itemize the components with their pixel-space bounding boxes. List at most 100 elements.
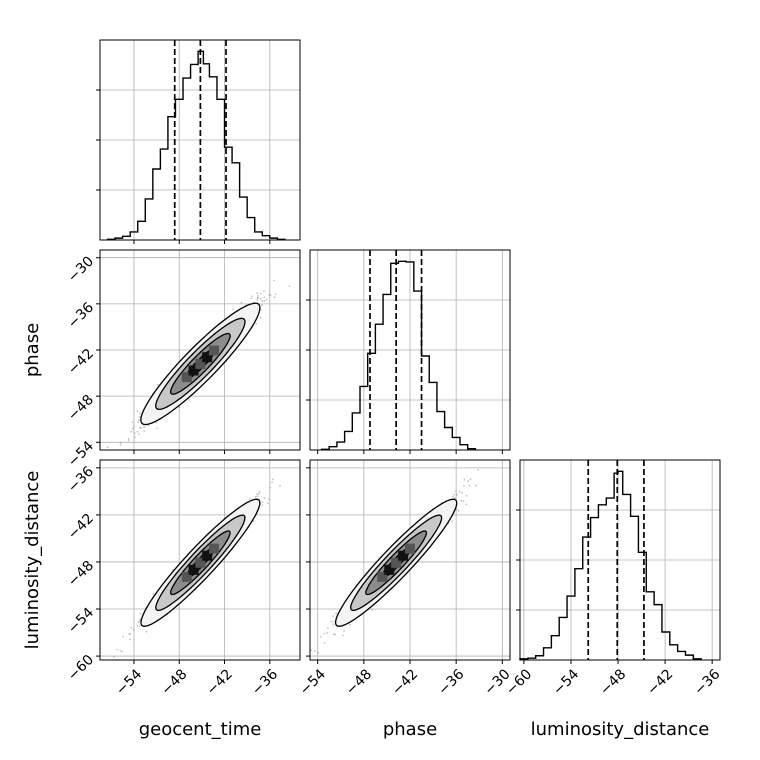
2d-panel-geocent_time-phase [96, 249, 306, 454]
density-cell [188, 564, 199, 575]
sample-point [268, 293, 270, 296]
sample-point [461, 492, 463, 494]
sample-point [132, 628, 135, 631]
density-cell [202, 550, 213, 561]
sample-point [137, 421, 140, 423]
sample-point [274, 293, 277, 296]
x-tick-label: −36 [691, 666, 723, 698]
sample-point [452, 495, 454, 498]
histogram-luminosity_distance [519, 470, 702, 660]
sample-point [303, 656, 305, 658]
density-core [377, 543, 415, 582]
sample-point [248, 498, 251, 500]
sample-point [267, 502, 269, 505]
sample-point [463, 485, 465, 487]
x-tick-label: −36 [435, 666, 467, 698]
sample-point [250, 297, 253, 300]
sample-point [130, 430, 133, 433]
density-cell [208, 543, 219, 554]
sample-point [462, 500, 465, 503]
sample-point [332, 620, 335, 623]
sample-point [256, 495, 259, 497]
histogram-geocent_time [106, 50, 286, 241]
sample-point [468, 484, 471, 487]
sample-point [268, 498, 270, 501]
sample-point [256, 299, 259, 301]
sample-point [269, 486, 272, 489]
histogram-phase [320, 260, 477, 451]
sample-point [265, 298, 268, 301]
sample-point [156, 383, 159, 386]
sample-point [304, 267, 306, 269]
sample-point [458, 491, 461, 493]
density-cell [391, 557, 402, 568]
sample-point [256, 292, 259, 295]
sample-point [332, 623, 334, 626]
sample-point [232, 308, 235, 311]
sample-point [273, 296, 276, 299]
sample-point [138, 416, 141, 418]
density-cell [188, 365, 199, 376]
x-tick-label: −54 [297, 666, 329, 698]
sample-point [307, 661, 309, 663]
sample-point [271, 481, 273, 484]
sample-point [252, 520, 255, 523]
x-tick-label: −36 [249, 666, 281, 698]
y-tick-label: −60 [65, 652, 97, 684]
panel-frame [309, 459, 511, 661]
2d-panel-geocent_time-luminosity_distance [96, 459, 301, 664]
panel-frame [99, 249, 301, 451]
sample-point [119, 444, 122, 446]
hist-panel-geocent_time [96, 39, 301, 244]
sample-point [261, 504, 264, 507]
sample-point [333, 633, 335, 636]
sample-point [259, 317, 262, 319]
sample-point [273, 279, 275, 282]
sample-point [145, 630, 148, 633]
y-tick-label: −36 [65, 464, 97, 496]
sample-point [122, 635, 125, 638]
y-tick-label: −54 [65, 438, 97, 470]
sample-point [187, 398, 190, 401]
sample-point [475, 484, 478, 487]
sample-point [131, 421, 134, 423]
sample-point [139, 612, 142, 615]
sample-point [134, 436, 136, 439]
sample-point [465, 494, 468, 497]
sample-point [132, 425, 135, 428]
density-cell [377, 571, 388, 582]
x-axis-label-geocent_time: geocent_time [139, 719, 262, 740]
sample-point [279, 484, 281, 487]
sample-point [371, 609, 373, 611]
density-cell [195, 557, 206, 568]
sample-point [138, 621, 140, 623]
panel-frame [309, 249, 511, 451]
panel-frame [519, 459, 721, 661]
sample-point [323, 632, 326, 635]
sample-point [460, 499, 463, 502]
x-tick-label: −48 [158, 666, 190, 698]
sample-point [138, 625, 141, 627]
sample-point [269, 294, 272, 297]
sample-point [120, 442, 122, 444]
sample-point [258, 490, 261, 493]
sample-point [260, 308, 262, 311]
x-axis-label-luminosity_distance: luminosity_distance [531, 719, 710, 740]
sample-point [137, 621, 140, 623]
sample-point [272, 478, 274, 481]
sample-point [453, 494, 455, 496]
sample-point [133, 432, 136, 435]
sample-point [326, 632, 329, 634]
sample-point [138, 412, 141, 415]
x-tick-label: −60 [503, 666, 535, 698]
x-tick-label: −42 [644, 666, 676, 698]
2d-panel-phase-luminosity_distance [303, 459, 511, 664]
y-tick-label: −42 [65, 511, 97, 543]
hist-panel-phase [306, 249, 511, 454]
sample-point [288, 285, 291, 287]
sample-point [156, 427, 159, 430]
sample-point [129, 638, 131, 641]
sample-point [143, 430, 146, 432]
sample-point [457, 509, 460, 512]
sample-point [323, 641, 326, 644]
